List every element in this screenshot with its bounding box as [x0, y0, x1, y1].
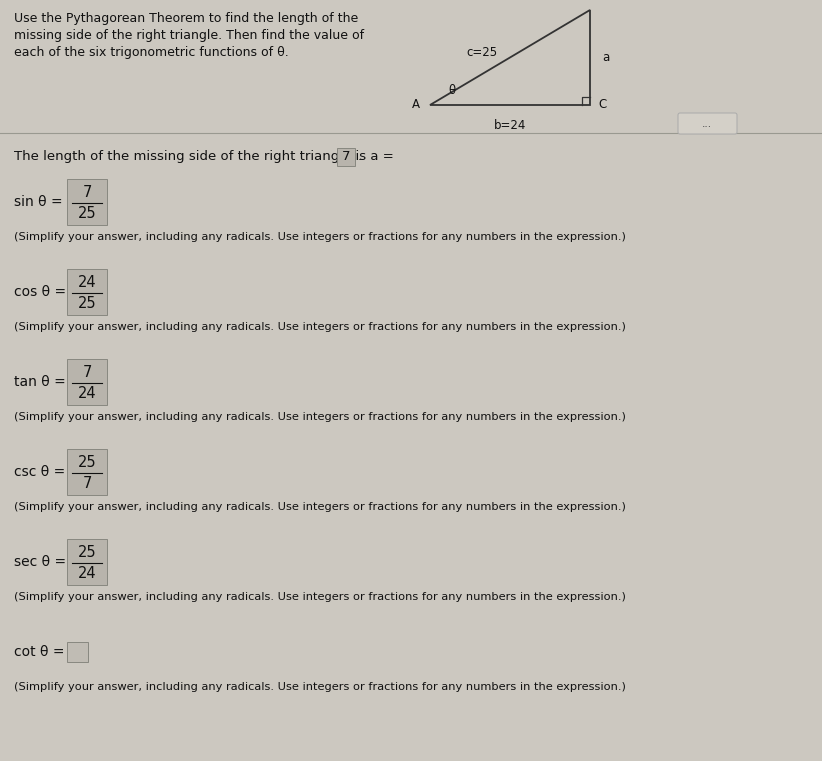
Text: cot θ =: cot θ =: [14, 645, 64, 659]
FancyBboxPatch shape: [67, 449, 107, 495]
Text: B: B: [586, 0, 594, 2]
FancyBboxPatch shape: [67, 359, 107, 405]
Text: a: a: [602, 51, 609, 64]
Text: 7: 7: [82, 365, 92, 380]
Text: csc θ =: csc θ =: [14, 465, 65, 479]
Text: 24: 24: [78, 275, 96, 290]
Text: (Simplify your answer, including any radicals. Use integers or fractions for any: (Simplify your answer, including any rad…: [14, 322, 626, 332]
Text: A: A: [412, 98, 420, 112]
FancyBboxPatch shape: [678, 113, 737, 134]
Text: b=24: b=24: [494, 119, 526, 132]
Text: 25: 25: [78, 545, 96, 560]
Text: (Simplify your answer, including any radicals. Use integers or fractions for any: (Simplify your answer, including any rad…: [14, 232, 626, 242]
Text: 7: 7: [82, 476, 92, 491]
Text: 25: 25: [78, 206, 96, 221]
Text: missing side of the right triangle. Then find the value of: missing side of the right triangle. Then…: [14, 29, 364, 42]
Text: sin θ =: sin θ =: [14, 195, 62, 209]
FancyBboxPatch shape: [337, 148, 355, 166]
Text: 7: 7: [82, 185, 92, 200]
Text: (Simplify your answer, including any radicals. Use integers or fractions for any: (Simplify your answer, including any rad…: [14, 592, 626, 602]
Text: (Simplify your answer, including any radicals. Use integers or fractions for any: (Simplify your answer, including any rad…: [14, 412, 626, 422]
Text: cos θ =: cos θ =: [14, 285, 66, 299]
FancyBboxPatch shape: [67, 179, 107, 225]
Text: tan θ =: tan θ =: [14, 375, 66, 389]
Text: sec θ =: sec θ =: [14, 555, 66, 569]
Text: (Simplify your answer, including any radicals. Use integers or fractions for any: (Simplify your answer, including any rad…: [14, 502, 626, 512]
Text: Use the Pythagorean Theorem to find the length of the: Use the Pythagorean Theorem to find the …: [14, 12, 358, 25]
Text: c=25: c=25: [466, 46, 497, 59]
FancyBboxPatch shape: [67, 642, 88, 662]
Text: θ: θ: [449, 84, 455, 97]
Text: ...: ...: [702, 119, 712, 129]
Text: 25: 25: [78, 455, 96, 470]
Text: (Simplify your answer, including any radicals. Use integers or fractions for any: (Simplify your answer, including any rad…: [14, 682, 626, 692]
Text: 24: 24: [78, 386, 96, 401]
Text: 25: 25: [78, 296, 96, 311]
Text: The length of the missing side of the right triangle is a =: The length of the missing side of the ri…: [14, 150, 398, 163]
Text: each of the six trigonometric functions of θ.: each of the six trigonometric functions …: [14, 46, 289, 59]
Text: 7: 7: [342, 151, 350, 164]
Text: 24: 24: [78, 566, 96, 581]
Text: C: C: [598, 98, 607, 112]
FancyBboxPatch shape: [67, 539, 107, 585]
FancyBboxPatch shape: [67, 269, 107, 315]
Text: .: .: [358, 150, 363, 163]
